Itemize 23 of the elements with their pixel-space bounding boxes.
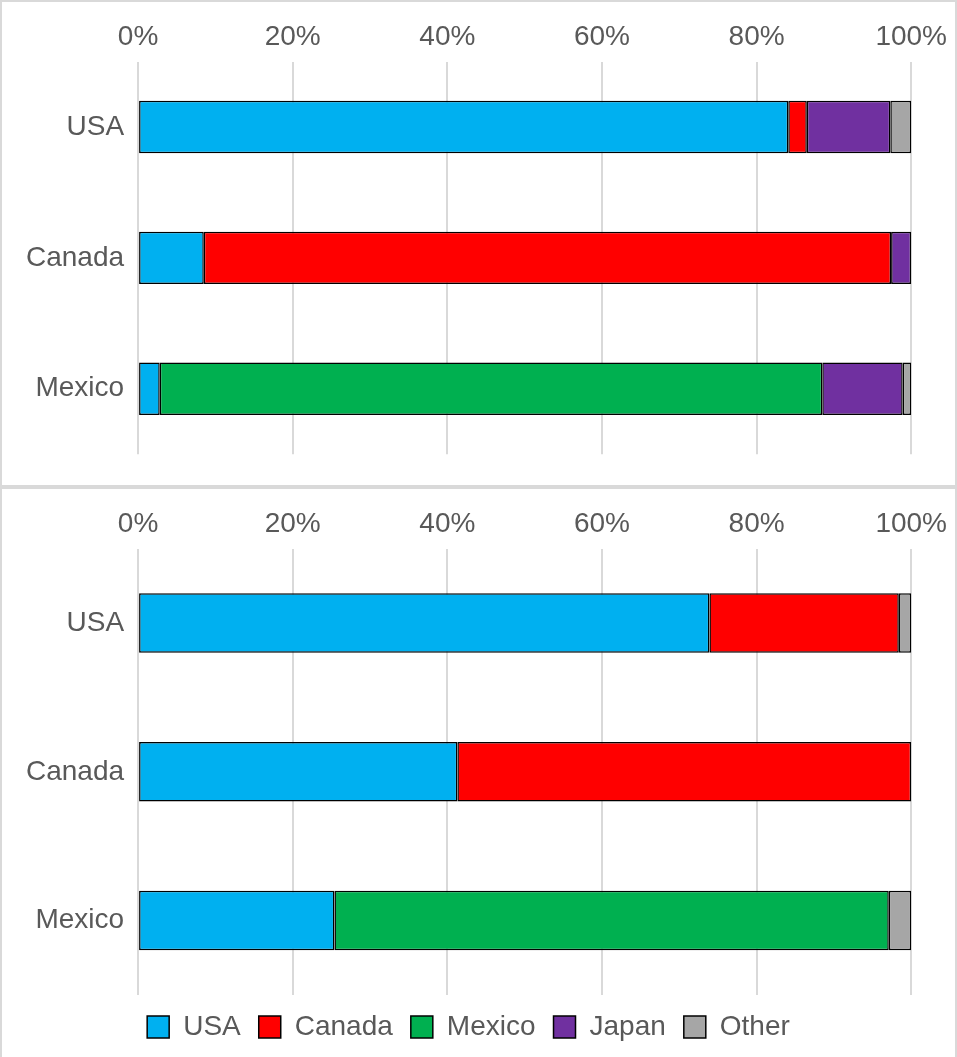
x-tick-label: 20% — [264, 19, 321, 51]
x-tick-label: 60% — [573, 19, 630, 51]
x-tick-label: 100% — [875, 506, 948, 538]
y-tick-label: USA — [66, 109, 125, 141]
x-tick-label: 60% — [573, 506, 630, 538]
y-tick-label: Mexico — [35, 903, 125, 935]
x-tick-label: 80% — [728, 19, 785, 51]
x-tick-label: 0% — [117, 19, 159, 51]
legend-label: USA — [183, 1009, 242, 1041]
y-tick-label: Canada — [25, 754, 125, 786]
x-tick-label: 80% — [728, 506, 785, 538]
legend-label: Mexico — [446, 1009, 536, 1041]
y-tick-label: Canada — [25, 240, 125, 272]
x-tick-label: 40% — [419, 19, 476, 51]
x-tick-label: 40% — [419, 506, 476, 538]
x-tick-label: 20% — [264, 506, 321, 538]
x-tick-label: 0% — [117, 506, 159, 538]
x-tick-label: 100% — [875, 19, 948, 51]
legend-label: Japan — [589, 1009, 666, 1041]
legend-label: Other — [719, 1009, 790, 1041]
legend-label: Canada — [294, 1009, 394, 1041]
y-tick-label: USA — [66, 605, 125, 637]
y-tick-label: Mexico — [35, 371, 125, 403]
